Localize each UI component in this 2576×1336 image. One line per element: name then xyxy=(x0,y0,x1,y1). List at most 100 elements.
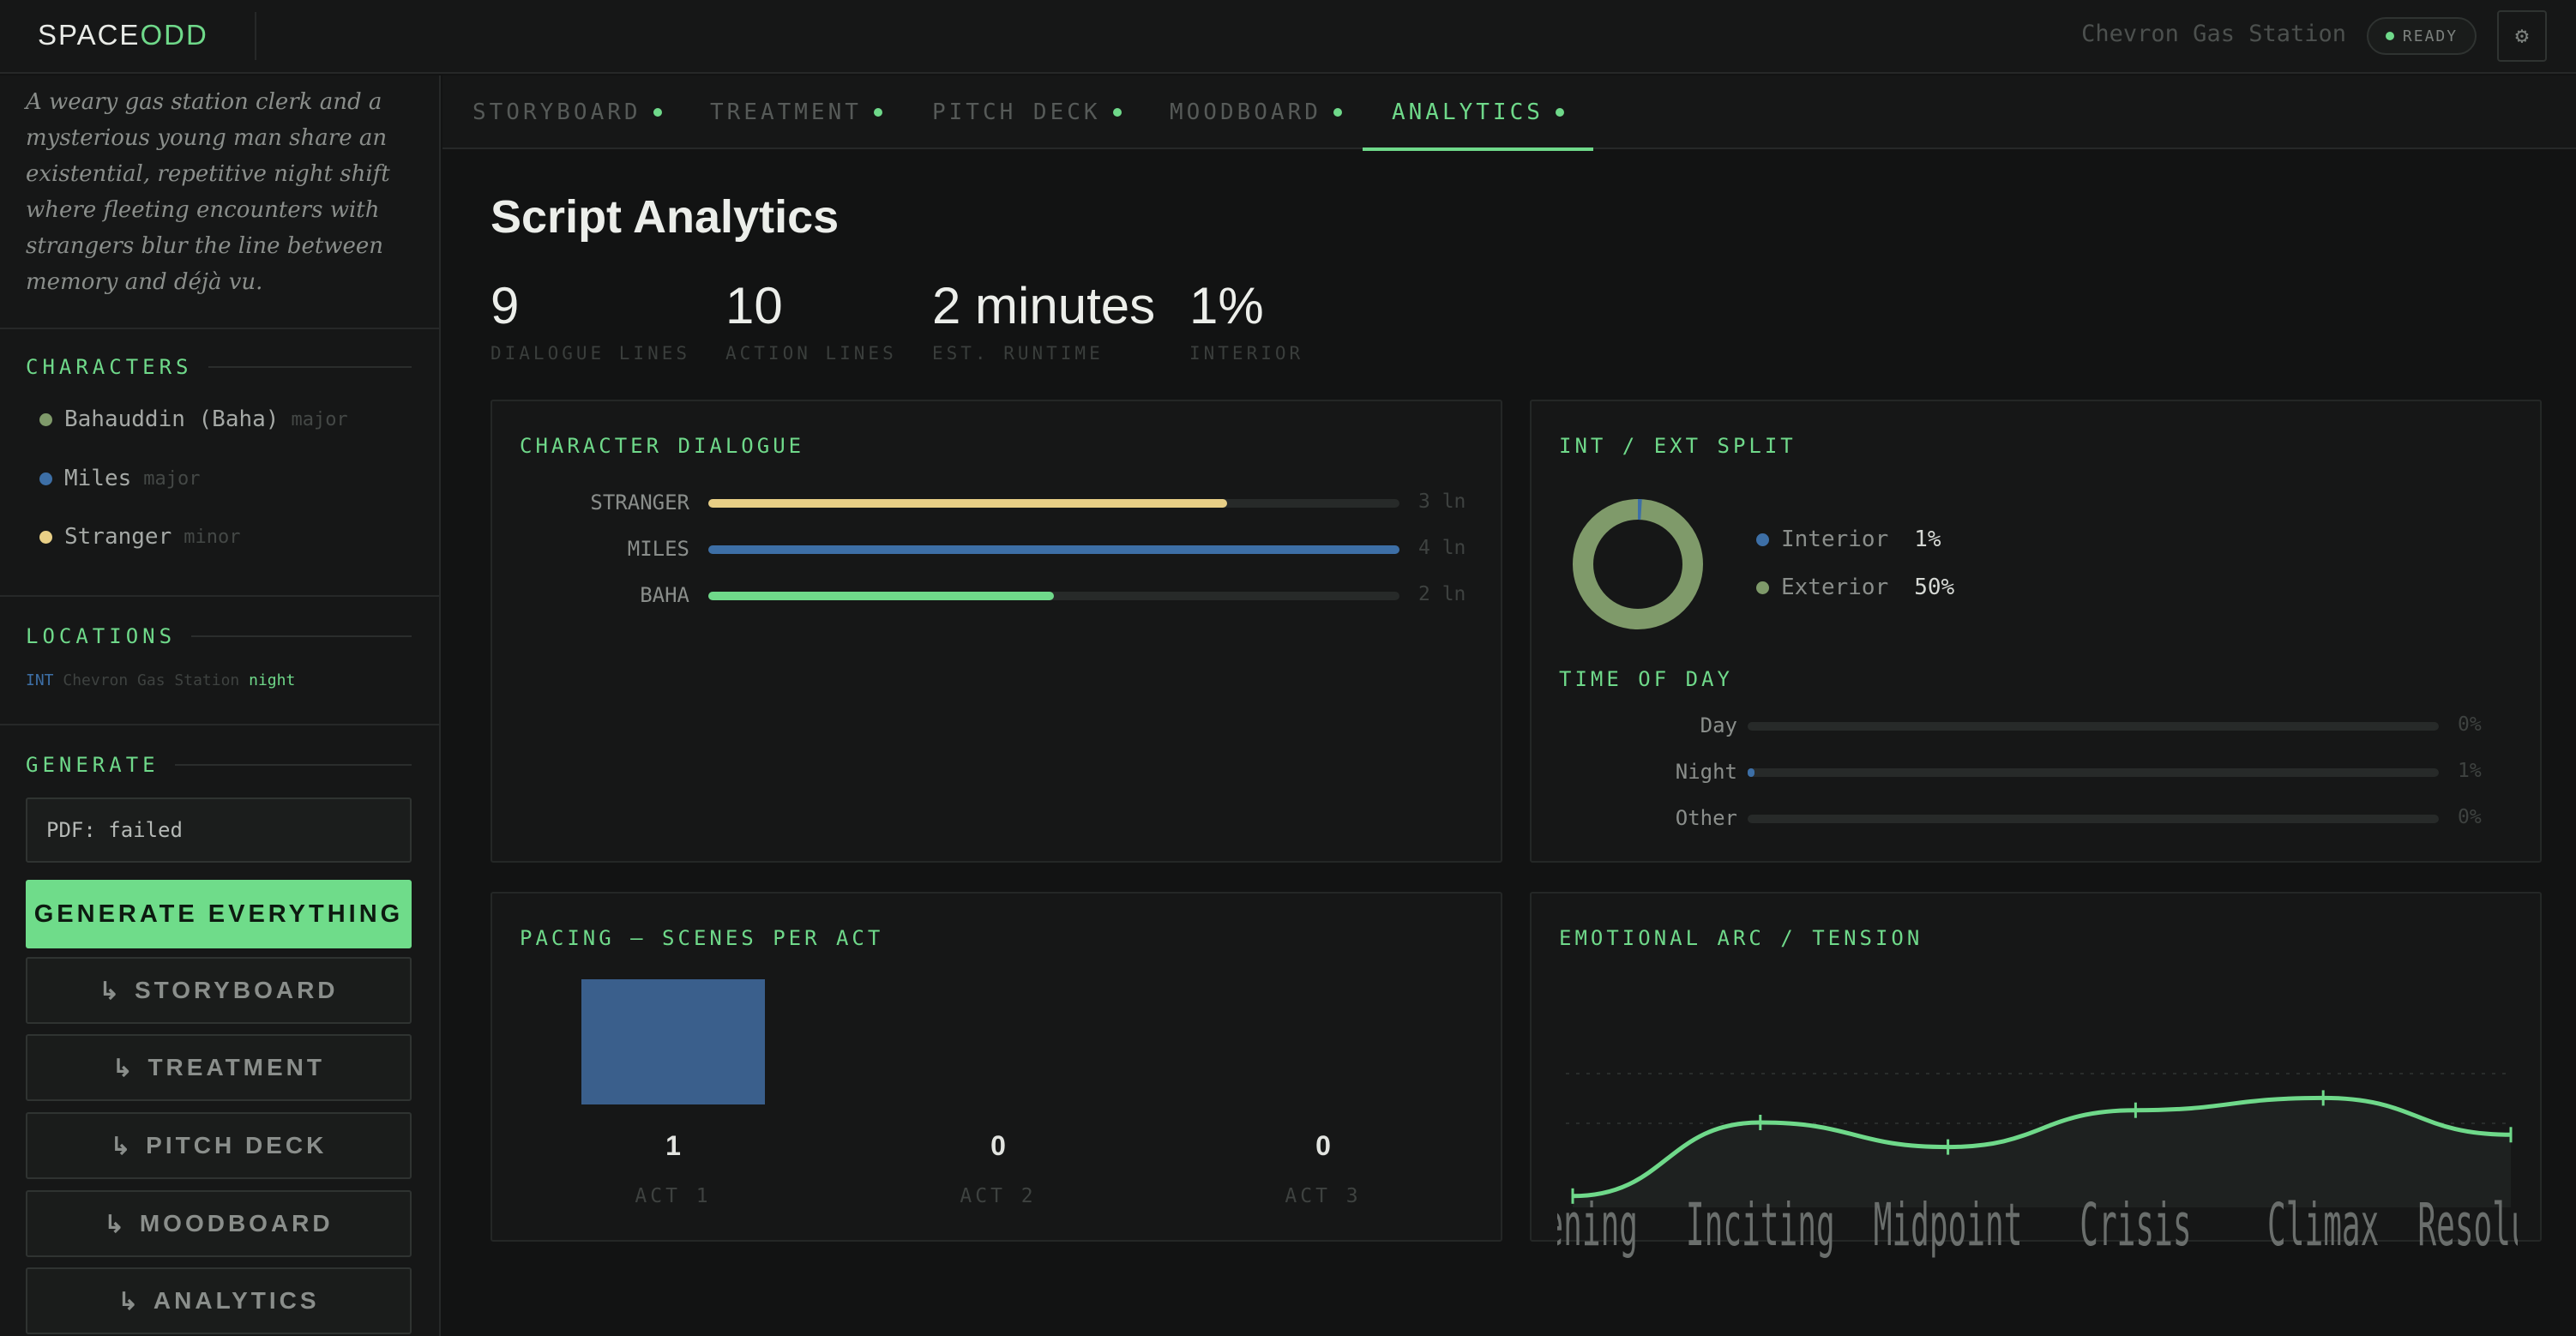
dialogue-track xyxy=(708,592,1399,600)
tab-status-dot xyxy=(1333,108,1342,117)
dialogue-count: 3 ln xyxy=(1418,490,1466,513)
card-title: PACING — SCENES PER ACT xyxy=(520,926,884,950)
generate-treatment-button[interactable]: ↳ TREATMENT xyxy=(26,1034,412,1101)
tod-row: Night 1% xyxy=(1532,760,2543,785)
location-time: night xyxy=(249,671,296,689)
tod-row: Day 0% xyxy=(1532,713,2543,739)
int-ext-split-card: INT / EXT SPLIT Interior 1% Exterior 50% T… xyxy=(1530,400,2542,863)
legend-interior: Interior 1% xyxy=(1756,527,1941,552)
character-name: Bahauddin (Baha) xyxy=(64,406,280,432)
character-item[interactable]: Bahauddin (Baha) major xyxy=(39,406,348,432)
character-name: Miles xyxy=(64,466,132,491)
tab-status-dot xyxy=(653,108,662,117)
pacing-card: PACING — SCENES PER ACT 1 ACT 1 0 ACT 2 … xyxy=(491,892,1502,1242)
dialogue-count: 2 ln xyxy=(1418,583,1466,605)
dialogue-track xyxy=(708,499,1399,508)
sub-arrow-icon: ↳ xyxy=(110,1132,135,1159)
tab-label: MOODBOARD xyxy=(1170,99,1321,125)
arc-tick-label: Opening xyxy=(1557,1190,1638,1259)
stat-label: ACTION LINES xyxy=(725,343,897,364)
legend-value: 50% xyxy=(1914,575,1955,600)
tod-value: 1% xyxy=(2458,760,2482,782)
location-item[interactable]: INT Chevron Gas Station night xyxy=(26,671,295,689)
logo-accent-text: ODD xyxy=(140,19,208,51)
status-text: READY xyxy=(2402,27,2459,45)
generate-heading: GENERATE xyxy=(26,753,412,777)
location-name: Chevron Gas Station xyxy=(63,671,240,689)
stat-runtime: 2 minutes EST. RUNTIME xyxy=(932,276,1155,364)
location-type: INT xyxy=(26,671,54,689)
tab-storyboard[interactable]: STORYBOARD xyxy=(472,75,662,149)
character-role: major xyxy=(143,467,201,490)
stat-action-lines: 10 ACTION LINES xyxy=(725,276,897,364)
dialogue-count: 4 ln xyxy=(1418,537,1466,559)
tab-status-dot xyxy=(1112,108,1122,117)
status-badge: READY xyxy=(2367,17,2477,55)
arc-tick-label: Crisis xyxy=(2079,1190,2191,1259)
divider xyxy=(0,595,441,597)
exterior-slice xyxy=(1573,499,1703,629)
tod-value: 0% xyxy=(2458,713,2482,736)
generate-everything-button[interactable]: GENERATE EVERYTHING xyxy=(26,880,412,948)
tod-track xyxy=(1748,768,2439,777)
card-title: EMOTIONAL ARC / TENSION xyxy=(1559,926,1923,950)
stat-value: 2 minutes xyxy=(932,277,1156,334)
tab-bar: STORYBOARD TREATMENT PITCH DECK MOODBOAR… xyxy=(442,75,2576,151)
generate-analytics-button[interactable]: ↳ ANALYTICS xyxy=(26,1267,412,1334)
arc-tick-label: Resolution xyxy=(2417,1190,2518,1259)
tod-label: Night xyxy=(1675,760,1737,784)
generate-pitch-deck-button[interactable]: ↳ PITCH DECK xyxy=(26,1112,412,1179)
tod-track xyxy=(1748,815,2439,823)
act-value: 0 xyxy=(990,1130,1006,1161)
sub-arrow-icon: ↳ xyxy=(99,977,123,1004)
tab-status-dot xyxy=(873,108,882,117)
emotional-arc-chart: Opening Inciting Midpoint Crisis Climax Resol… xyxy=(1557,1073,2518,1259)
legend-dot xyxy=(1756,581,1769,594)
sidebar: A weary gas station clerk and a mysterio… xyxy=(0,75,441,1336)
character-role: minor xyxy=(184,526,241,548)
tod-label: Day xyxy=(1700,713,1737,737)
act-label: ACT 3 xyxy=(1285,1185,1362,1207)
dialogue-track xyxy=(708,545,1399,554)
legend-label: Interior xyxy=(1781,527,1889,552)
tab-label: ANALYTICS xyxy=(1392,99,1544,125)
app-logo[interactable]: SPACEODD xyxy=(38,19,208,51)
logline: A weary gas station clerk and a mysterio… xyxy=(26,89,390,295)
arc-line xyxy=(1572,1095,2512,1199)
card-title: INT / EXT SPLIT xyxy=(1559,434,1797,458)
act-bar xyxy=(581,979,765,1104)
header-divider xyxy=(255,12,256,60)
tab-label: PITCH DECK xyxy=(932,99,1101,125)
act-label: ACT 2 xyxy=(960,1185,1037,1207)
heading-rule xyxy=(191,635,412,637)
character-item[interactable]: Miles major xyxy=(39,466,201,491)
dialogue-character: MILES xyxy=(627,537,689,561)
stat-label: INTERIOR xyxy=(1189,343,1304,364)
dialogue-character: STRANGER xyxy=(590,490,689,515)
generate-storyboard-button[interactable]: ↳ STORYBOARD xyxy=(26,957,412,1024)
logo-text: SPACE xyxy=(38,19,141,51)
settings-button[interactable]: ⚙ xyxy=(2497,10,2547,62)
sub-arrow-icon: ↳ xyxy=(104,1210,128,1237)
tab-pitch-deck[interactable]: PITCH DECK xyxy=(932,75,1122,149)
characters-heading-text: CHARACTERS xyxy=(26,355,193,379)
legend-value: 1% xyxy=(1914,527,1941,552)
tab-treatment[interactable]: TREATMENT xyxy=(710,75,882,149)
button-label: TREATMENT xyxy=(147,1054,326,1080)
tab-analytics[interactable]: ANALYTICS xyxy=(1363,75,1593,151)
int-ext-donut xyxy=(1573,499,1703,629)
character-item[interactable]: Stranger minor xyxy=(39,524,240,550)
tod-bar xyxy=(1748,768,1755,777)
card-title: CHARACTER DIALOGUE xyxy=(520,434,805,458)
stat-interior: 1% INTERIOR xyxy=(1189,276,1303,364)
tab-moodboard[interactable]: MOODBOARD xyxy=(1170,75,1342,149)
dialogue-bar xyxy=(708,545,1399,554)
generate-moodboard-button[interactable]: ↳ MOODBOARD xyxy=(26,1190,412,1257)
character-dialogue-card: CHARACTER DIALOGUE STRANGER 3 ln MILES 4… xyxy=(491,400,1502,863)
generate-heading-text: GENERATE xyxy=(26,753,159,777)
tod-value: 0% xyxy=(2458,806,2482,828)
dialogue-row: MILES 4 ln xyxy=(492,537,1501,563)
stat-value: 10 xyxy=(725,277,783,334)
dialogue-character: BAHA xyxy=(640,583,689,607)
sub-arrow-icon: ↳ xyxy=(117,1287,141,1315)
